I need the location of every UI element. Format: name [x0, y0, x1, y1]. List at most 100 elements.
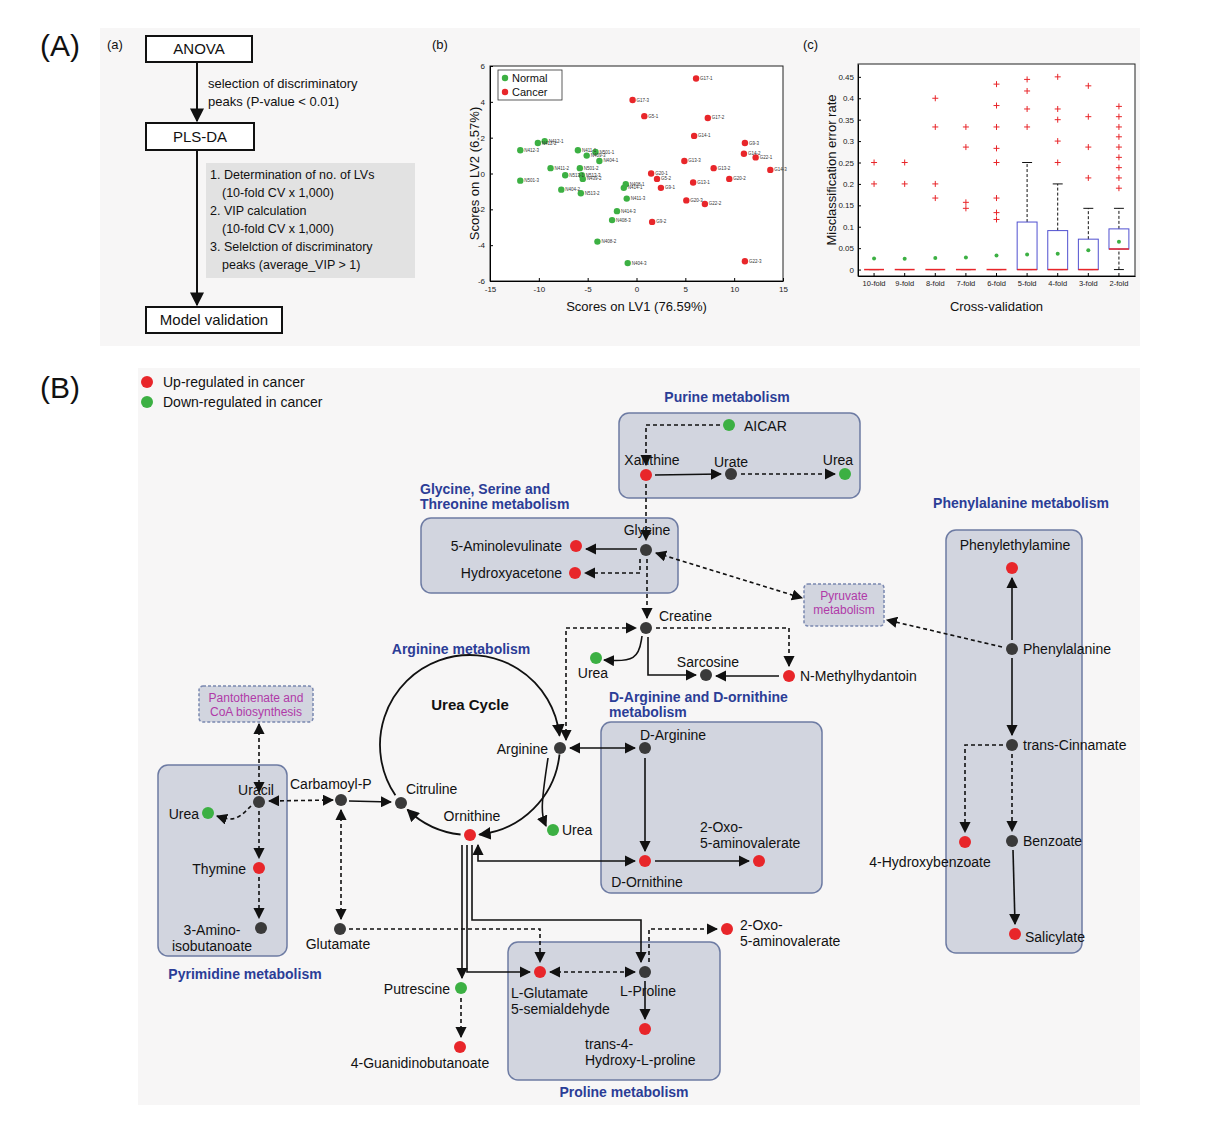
point-label: G22-2 [709, 201, 722, 206]
point-label: G20-1 [655, 171, 668, 176]
point [726, 176, 732, 182]
point [658, 185, 664, 191]
point-label: N404-1 [603, 158, 618, 163]
label-line: selection of discriminatory [208, 76, 358, 91]
tick-mark [1088, 273, 1089, 276]
metabolite-label: Urea [169, 806, 200, 822]
tick: 8-fold [926, 273, 945, 288]
arrow [1013, 850, 1015, 924]
point-label: G13-2 [718, 166, 731, 171]
legend-marker [141, 396, 153, 408]
metabolite [640, 622, 652, 634]
tick-mark [858, 248, 861, 249]
subpanel-label: (c) [803, 37, 818, 52]
outlier [932, 95, 938, 101]
tick-label: 4 [481, 98, 486, 107]
flow-step [146, 36, 252, 62]
arrow [196, 62, 198, 121]
point-label: G9-1 [665, 185, 676, 190]
outlier [1055, 74, 1061, 80]
outlier [994, 81, 1000, 87]
outlier [1055, 106, 1061, 112]
plot-frame [858, 64, 1135, 276]
outlier [1024, 106, 1030, 112]
tick-mark [965, 273, 966, 276]
external-label: Pyruvatemetabolism [813, 589, 874, 617]
legend-box [498, 70, 562, 100]
metabolite [1006, 739, 1018, 751]
metabolite [334, 923, 346, 935]
arrow [649, 929, 717, 962]
outlier [1085, 114, 1091, 120]
outlier [871, 181, 877, 187]
metabolite [640, 544, 652, 556]
label-line: isobutanoate [172, 938, 252, 954]
label-line: metabolism [609, 704, 687, 720]
outlier [932, 195, 938, 201]
median [956, 269, 976, 271]
tick-label: 0.4 [843, 94, 855, 103]
arrow [460, 998, 462, 1037]
metabolite-label: Putrescine [384, 981, 450, 997]
arrow [467, 845, 530, 972]
metabolite-label: Thymine [192, 861, 246, 877]
tick-label: 0.2 [843, 180, 855, 189]
tick: 0.3 [843, 137, 861, 146]
point [654, 176, 660, 182]
point-label: G13-1 [697, 180, 710, 185]
outlier [1116, 134, 1122, 140]
metabolite-label: Citruline [406, 781, 458, 797]
whisker [1118, 249, 1119, 270]
point [575, 147, 581, 153]
outlier [1085, 175, 1091, 181]
point-label: G20-3 [690, 198, 703, 203]
metabolite [639, 855, 651, 867]
tick: 4 [481, 98, 493, 107]
tick-mark [858, 270, 861, 271]
whisker-cap [1083, 208, 1093, 209]
arrow [1011, 578, 1013, 640]
point [649, 219, 655, 225]
outlier [994, 195, 1000, 201]
tick-mark [874, 273, 875, 276]
external-pathway [199, 686, 313, 722]
metabolite-label: Urea [823, 452, 854, 468]
point [609, 217, 615, 223]
arrow [585, 559, 640, 573]
metabolite-label: Xanthine [624, 452, 679, 468]
outlier [1024, 124, 1030, 130]
box [1078, 239, 1098, 269]
metabolite [202, 807, 214, 819]
arrow [716, 675, 779, 677]
arrow [542, 758, 548, 826]
metabolite [640, 469, 652, 481]
tick-label: -6 [478, 277, 486, 286]
metabolite [335, 794, 347, 806]
point-label: N414-3 [621, 209, 636, 214]
whisker [1118, 208, 1119, 229]
box [1048, 231, 1068, 270]
metabolite-label: Carbamoyl-P [290, 776, 372, 792]
metabolite-label: Urate [714, 454, 748, 470]
whisker [1088, 208, 1089, 239]
point [517, 177, 523, 183]
tick-label: 0.1 [843, 223, 855, 232]
metabolite-label: D-Ornithine [611, 874, 683, 890]
metabolite-label: Phenylalanine [1023, 641, 1111, 657]
tick-mark [490, 102, 493, 103]
tick-mark [490, 138, 493, 139]
metabolite [753, 855, 765, 867]
arrow [1011, 754, 1013, 831]
outlier [932, 181, 938, 187]
outlier [1116, 103, 1122, 109]
figure: (A)(B)(a)ANOVAPLS-DAModel validationsele… [0, 0, 1208, 1125]
boxes [864, 74, 1129, 270]
tick-mark [490, 66, 493, 67]
metabolite [959, 836, 971, 848]
point-label: N411-1 [582, 148, 597, 153]
mean [1117, 240, 1121, 244]
tick-label: 0 [635, 285, 640, 294]
tick: 4-fold [1048, 273, 1067, 288]
point [625, 260, 631, 266]
outlier [963, 199, 969, 205]
